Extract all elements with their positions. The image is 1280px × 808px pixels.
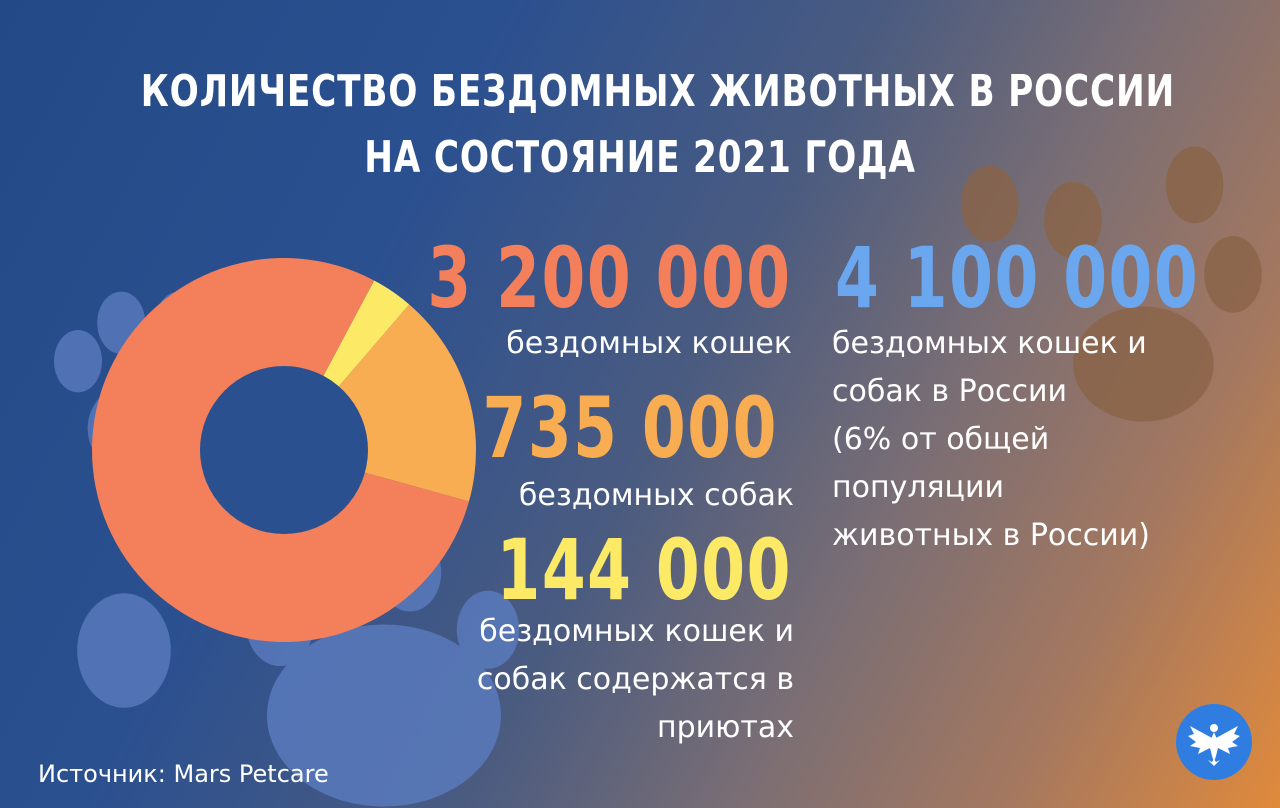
total-label-line-4: популяции (832, 470, 1004, 505)
shelters-value: 144 000 (496, 521, 792, 619)
chart-title-line-1: КОЛИЧЕСТВО БЕЗДОМНЫХ ЖИВОТНЫХ В РОССИИ (140, 66, 1175, 117)
dogs-label: бездомных собак (518, 478, 794, 513)
dogs-value: 735 000 (482, 379, 778, 477)
shelters-label-line-1: бездомных кошек и (479, 614, 794, 649)
cats-value: 3 200 000 (427, 229, 792, 327)
total-label-line-3: (6% от общей (832, 422, 1050, 457)
source-note: Источник: Mars Petcare (38, 760, 329, 788)
shelters-label-line-2: собак содержатся в (476, 662, 794, 697)
total-value: 4 100 000 (835, 229, 1200, 327)
chart-title-line-2: НА СОСТОЯНИЕ 2021 ГОДА (364, 132, 916, 183)
paw-print-icon (961, 146, 1262, 422)
eagle-logo-icon (1176, 704, 1252, 780)
cats-label: бездомных кошек (506, 326, 792, 361)
shelters-label-line-3: приютах (656, 710, 794, 745)
total-label-line-1: бездомных кошек и (832, 326, 1147, 361)
total-label-line-2: собак в России (832, 374, 1068, 409)
paw-print-brown (961, 146, 1262, 422)
total-label-line-5: животных в России) (832, 518, 1150, 553)
donut-hole (200, 366, 368, 534)
